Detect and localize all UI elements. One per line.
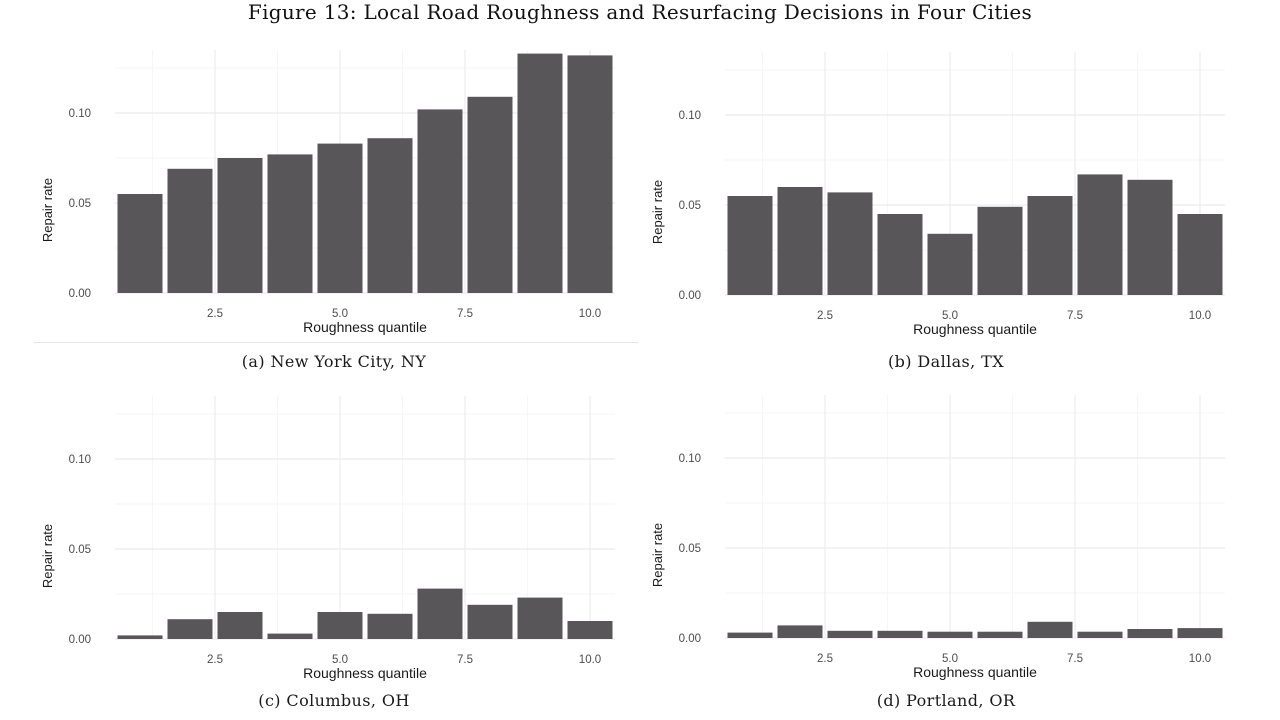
x-tick-label: 5.0	[332, 654, 348, 666]
x-tick-label: 7.5	[457, 308, 473, 320]
figure-title: Figure 13: Local Road Roughness and Resu…	[247, 0, 1033, 24]
bar	[877, 214, 923, 295]
y-tick-label: 0.10	[679, 453, 701, 465]
bar	[167, 168, 213, 293]
bar	[217, 612, 263, 639]
y-axis-label: Repair rate	[650, 180, 665, 244]
bar	[517, 53, 563, 293]
x-axis-label: Roughness quantile	[913, 321, 1037, 337]
x-axis-label: Roughness quantile	[303, 319, 427, 335]
bar	[1177, 214, 1223, 295]
chart-panel-a: 0.00 0.05 0.10 2.5 5.0 7.5 10.0 Repair rate Ro…	[40, 50, 615, 335]
bar	[1077, 631, 1123, 638]
caption-c: (c) Columbus, OH	[258, 691, 410, 710]
x-tick-label: 10.0	[579, 654, 601, 666]
y-tick-label: 0.00	[69, 288, 91, 300]
y-tick-label: 0.00	[679, 290, 701, 302]
bar	[117, 194, 163, 293]
x-tick-label: 10.0	[1189, 310, 1211, 322]
chart-panel-c: 0.00 0.05 0.10 2.5 5.0 7.5 10.0 Repair rate Ro…	[40, 396, 615, 681]
bar	[367, 138, 413, 293]
y-tick-label: 0.00	[679, 633, 701, 645]
x-tick-label: 2.5	[207, 308, 223, 320]
bar	[117, 635, 163, 639]
bar	[1027, 621, 1073, 638]
y-axis-label: Repair rate	[650, 523, 665, 587]
x-tick-label: 5.0	[942, 653, 958, 665]
bar	[317, 612, 363, 639]
bar	[727, 632, 773, 638]
y-tick-label: 0.05	[679, 543, 701, 555]
bar	[167, 619, 213, 639]
y-tick-label: 0.05	[69, 544, 91, 556]
y-tick-label: 0.10	[679, 110, 701, 122]
bar	[1077, 174, 1123, 295]
panel-a-separator	[34, 342, 638, 343]
bar	[827, 630, 873, 638]
bar	[1127, 179, 1173, 295]
bar	[1177, 628, 1223, 638]
x-tick-label: 7.5	[457, 654, 473, 666]
bar	[317, 143, 363, 293]
bar	[927, 233, 973, 295]
bar	[417, 588, 463, 639]
bar	[417, 109, 463, 294]
plot-area: 0.00 0.05 0.10 2.5 5.0 7.5 10.0	[679, 395, 1225, 665]
y-axis-label: Repair rate	[40, 178, 55, 242]
caption-d: (d) Portland, OR	[876, 691, 1016, 710]
x-tick-label: 7.5	[1067, 653, 1083, 665]
bar	[217, 158, 263, 293]
x-axis-label: Roughness quantile	[303, 665, 427, 681]
caption-a: (a) New York City, NY	[241, 352, 427, 371]
y-axis-label: Repair rate	[40, 524, 55, 588]
bar	[267, 154, 313, 293]
x-tick-label: 5.0	[942, 310, 958, 322]
x-tick-label: 10.0	[1189, 653, 1211, 665]
x-tick-label: 2.5	[207, 654, 223, 666]
chart-panel-d: 0.00 0.05 0.10 2.5 5.0 7.5 10.0 Repair rate Ro…	[650, 395, 1225, 680]
x-axis-label: Roughness quantile	[913, 664, 1037, 680]
bar	[367, 613, 413, 639]
y-tick-label: 0.10	[69, 108, 91, 120]
bar	[827, 192, 873, 295]
bar	[267, 633, 313, 639]
bar	[467, 96, 513, 293]
bar	[977, 631, 1023, 638]
plot-area: 0.00 0.05 0.10 2.5 5.0 7.5 10.0	[679, 52, 1225, 322]
y-tick-label: 0.10	[69, 454, 91, 466]
bar	[777, 625, 823, 638]
bar	[777, 187, 823, 295]
bar	[467, 604, 513, 639]
x-tick-label: 2.5	[817, 310, 833, 322]
x-tick-label: 2.5	[817, 653, 833, 665]
bar	[517, 597, 563, 639]
bar	[877, 630, 923, 638]
chart-panel-b: 0.00 0.05 0.10 2.5 5.0 7.5 10.0 Repair rate Ro…	[650, 52, 1225, 337]
y-tick-label: 0.05	[679, 200, 701, 212]
bar	[927, 631, 973, 638]
y-tick-label: 0.00	[69, 634, 91, 646]
plot-area: 0.00 0.05 0.10 2.5 5.0 7.5 10.0	[69, 50, 615, 320]
bar	[977, 206, 1023, 295]
x-tick-label: 7.5	[1067, 310, 1083, 322]
plot-area: 0.00 0.05 0.10 2.5 5.0 7.5 10.0	[69, 396, 615, 666]
bar	[567, 621, 613, 639]
bar	[1027, 196, 1073, 295]
x-tick-label: 10.0	[579, 308, 601, 320]
bar	[1127, 629, 1173, 638]
bar	[567, 55, 613, 294]
caption-b: (b) Dallas, TX	[888, 352, 1004, 371]
y-tick-label: 0.05	[69, 198, 91, 210]
bar	[727, 196, 773, 295]
x-tick-label: 5.0	[332, 308, 348, 320]
